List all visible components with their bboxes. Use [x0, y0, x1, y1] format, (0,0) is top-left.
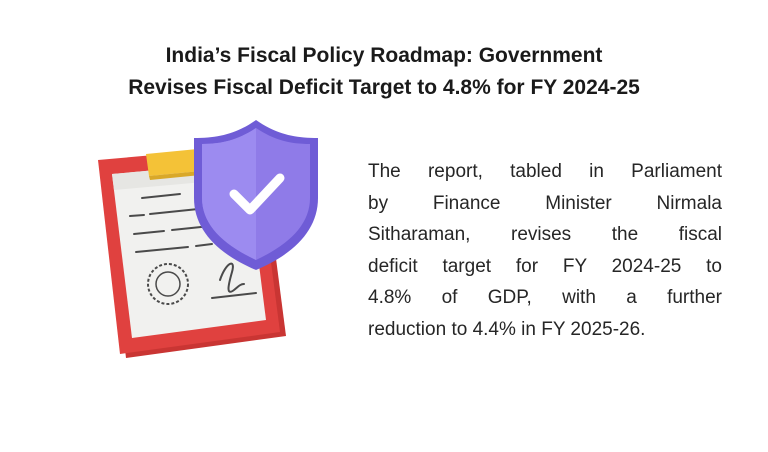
document-shield-illustration	[80, 112, 340, 362]
illustration-svg	[98, 120, 318, 358]
page-title-line-2: Revises Fiscal Deficit Target to 4.8% fo…	[128, 76, 640, 99]
description-line-4: deficit target for FY 2024-25 to	[368, 255, 722, 277]
page-title-line-1: India’s Fiscal Policy Roadmap: Governmen…	[165, 44, 603, 67]
page-title: India’s Fiscal Policy Roadmap: Governmen…	[40, 40, 728, 104]
description-line-3: Sitharaman, revises the fiscal	[368, 224, 722, 245]
shield-check-icon	[194, 120, 318, 270]
signature-icon	[211, 262, 257, 299]
seal-icon	[147, 263, 189, 305]
description-text: The report, tabled in Parliament by Fina…	[368, 156, 722, 345]
description-line-1: The report, tabled in Parliament	[368, 161, 722, 182]
description-line-6: reduction to 4.4% in FY 2025-26.	[368, 318, 646, 340]
description-line-5: 4.8% of GDP, with a further	[368, 287, 722, 308]
description-line-2: by Finance Minister Nirmala	[368, 192, 722, 214]
